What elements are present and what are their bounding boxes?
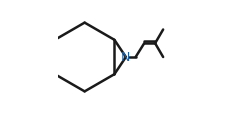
Text: N: N	[121, 51, 130, 64]
